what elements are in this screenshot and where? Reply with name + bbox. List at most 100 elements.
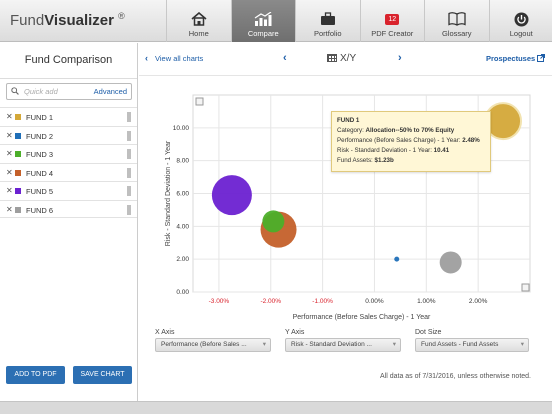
nav-compare[interactable]: Compare — [230, 0, 295, 42]
x-axis-select[interactable]: Performance (Before Sales ... ▾ — [155, 338, 271, 352]
x-tick-label: -1.00% — [312, 298, 333, 305]
x-axis-title: Performance (Before Sales Charge) - 1 Ye… — [293, 314, 431, 321]
x-axis-control-label: X Axis — [155, 329, 175, 336]
view-all-charts-link[interactable]: View all charts — [155, 54, 204, 63]
fund-name: FUND 6 — [26, 205, 54, 215]
drag-handle-icon[interactable] — [127, 204, 131, 215]
nav-portfolio-label: Portfolio — [313, 29, 342, 38]
pdf-badge-icon: 12 — [383, 11, 401, 27]
nav-glossary-label: Glossary — [441, 29, 472, 38]
fund-color-swatch — [15, 114, 21, 120]
nav-compare-label: Compare — [247, 29, 279, 38]
tooltip-title: FUND 1 — [337, 117, 360, 124]
drag-handle-icon[interactable] — [127, 149, 131, 159]
fund-tooltip: FUND 1 Category: Allocation--50% to 70% … — [331, 111, 491, 172]
nav-pdf-creator[interactable]: 12 PDF Creator — [359, 0, 425, 42]
brand-logo: FundVisualizer ® — [10, 11, 125, 29]
drag-handle-icon[interactable] — [127, 112, 131, 122]
remove-fund-icon[interactable]: ✕ — [6, 130, 13, 140]
fund-list-item[interactable]: ✕ FUND 6 — [0, 199, 137, 218]
x-tick-label: -2.00% — [260, 298, 281, 305]
data-point[interactable] — [262, 210, 285, 233]
home-icon — [190, 11, 208, 27]
power-icon — [512, 11, 530, 27]
chevron-down-icon: ▾ — [392, 341, 396, 348]
main-nav: Home Compare Portfolio 12 PDF Creator Gl… — [166, 0, 552, 42]
fund-name: FUND 5 — [26, 187, 54, 196]
remove-fund-icon[interactable]: ✕ — [6, 204, 13, 214]
drag-handle-icon[interactable] — [127, 186, 131, 196]
data-point[interactable] — [439, 251, 462, 274]
external-link-icon — [537, 54, 545, 62]
fund-name: FUND 1 — [26, 113, 54, 122]
y-tick-label: 0.00 — [176, 289, 189, 296]
pdf-count-badge: 12 — [385, 13, 400, 25]
chart-toolbar: ‹ View all charts ‹ X/Y › Prospectuses — [139, 43, 552, 76]
chart-type-label: X/Y — [327, 53, 356, 64]
scatter-chart-icon — [327, 54, 337, 62]
fund-list: ✕ FUND 1 ✕ FUND 2 ✕ FUND 3 ✕ FUND 4 ✕ FUND 5 ✕ FUND… — [0, 107, 137, 218]
fund-list-item[interactable]: ✕ FUND 3 — [0, 144, 137, 163]
tooltip-category: Allocation--50% to 70% Equity — [365, 127, 455, 134]
next-chart-arrow[interactable]: › — [398, 52, 402, 64]
briefcase-icon — [319, 11, 337, 27]
y-tick-label: 4.00 — [176, 223, 189, 230]
chevron-left-icon: ‹ — [145, 53, 148, 63]
fund-sidebar: Fund Comparison Quick add Advanced ✕ FUND… — [0, 43, 138, 401]
zoom-corner-icon — [195, 97, 204, 106]
prospectuses-link[interactable]: Prospectuses — [486, 54, 536, 63]
quick-add-search[interactable]: Quick add Advanced — [6, 83, 132, 100]
dot-size-select[interactable]: Fund Assets - Fund Assets ▾ — [415, 338, 529, 352]
fund-color-swatch — [15, 169, 21, 176]
tooltip-risk: 10.41 — [433, 147, 450, 154]
bar-chart-icon — [254, 11, 272, 27]
drag-handle-icon[interactable] — [127, 130, 131, 141]
remove-fund-icon[interactable]: ✕ — [6, 167, 13, 177]
chevron-down-icon: ▾ — [262, 341, 266, 348]
advanced-search-link[interactable]: Advanced — [93, 87, 127, 96]
y-axis-title: Risk - Standard Deviation - 1 Year — [165, 140, 172, 246]
scatter-chart: -3.00% -2.00% -1.00% 0.00% 1.00% 2.00% 0.00 2.0… — [165, 94, 531, 321]
nav-pdf-creator-label: PDF Creator — [371, 29, 414, 38]
fund-list-item[interactable]: ✕ FUND 2 — [0, 125, 137, 145]
nav-home-label: Home — [188, 29, 209, 38]
data-as-of-note: All data as of 7/31/2016, unless otherwi… — [380, 373, 531, 380]
fund-list-item[interactable]: ✕ FUND 5 — [0, 181, 137, 200]
data-point[interactable] — [394, 256, 400, 262]
nav-portfolio[interactable]: Portfolio — [295, 0, 360, 42]
data-point[interactable] — [211, 175, 252, 216]
x-tick-label: 0.00% — [365, 298, 384, 305]
y-tick-label: 10.00 — [173, 125, 190, 132]
quick-add-placeholder: Quick add — [24, 87, 58, 96]
y-tick-label: 6.00 — [176, 191, 189, 198]
add-to-pdf-button[interactable]: ADD TO PDF — [6, 366, 65, 384]
tooltip-assets: $1.23b — [374, 157, 394, 164]
remove-fund-icon[interactable]: ✕ — [6, 149, 13, 158]
bottom-strip — [0, 401, 552, 414]
fund-list-item[interactable]: ✕ FUND 1 — [0, 107, 137, 126]
y-tick-label: 8.00 — [176, 158, 189, 165]
search-icon — [11, 87, 19, 95]
fund-color-swatch — [15, 188, 21, 194]
save-chart-button[interactable]: SAVE CHART — [73, 366, 132, 384]
sidebar-title: Fund Comparison — [0, 43, 137, 79]
previous-chart-arrow[interactable]: ‹ — [283, 52, 287, 64]
y-tick-label: 2.00 — [176, 256, 189, 263]
nav-logout-label: Logout — [509, 29, 533, 38]
y-axis-select[interactable]: Risk - Standard Deviation ... ▾ — [285, 338, 401, 352]
x-tick-label: 2.00% — [469, 298, 488, 305]
nav-logout[interactable]: Logout — [488, 0, 552, 42]
y-axis-control-label: Y Axis — [285, 329, 305, 336]
fund-color-swatch — [15, 132, 21, 139]
remove-fund-icon[interactable]: ✕ — [6, 112, 13, 121]
nav-home[interactable]: Home — [166, 0, 231, 42]
fund-list-item[interactable]: ✕ FUND 4 — [0, 162, 137, 182]
x-tick-label: -3.00% — [209, 298, 230, 305]
remove-fund-icon[interactable]: ✕ — [6, 186, 13, 195]
chevron-down-icon: ▾ — [520, 341, 524, 348]
drag-handle-icon[interactable] — [127, 167, 131, 178]
tooltip-performance: 2.48% — [462, 137, 480, 144]
nav-glossary[interactable]: Glossary — [424, 0, 489, 42]
zoom-corner-icon — [521, 283, 530, 292]
